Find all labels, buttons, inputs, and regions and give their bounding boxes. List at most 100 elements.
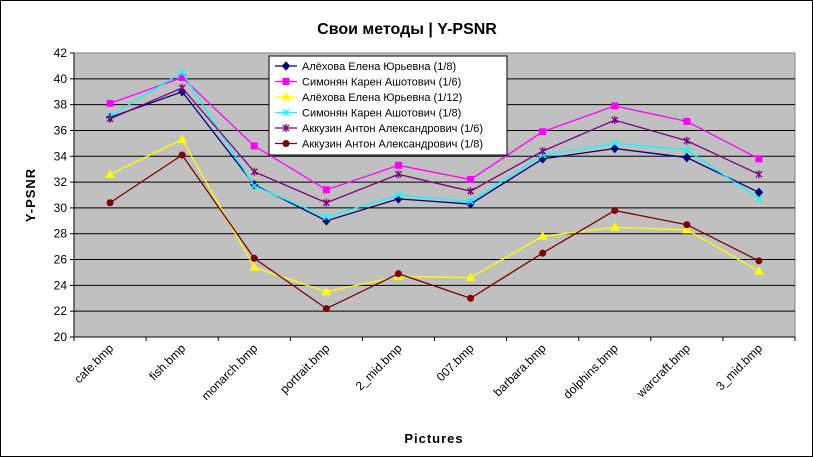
data-point [467,187,475,196]
y-tick-label: 28 [54,227,68,241]
data-point [394,161,402,169]
data-point [177,134,188,143]
data-point [282,140,290,147]
series-2 [106,74,763,194]
y-tick-label: 34 [54,149,68,163]
data-point [467,176,475,184]
data-point [322,305,330,313]
data-point [321,286,332,296]
y-axis-label: Y-PSNR [23,168,38,222]
legend-label: Симонян Карен Ашотович (1/6) [302,77,461,89]
data-point [467,197,475,205]
data-point [755,257,763,265]
data-point [394,170,402,179]
data-point [250,182,258,190]
legend-label: Аккузин Антон Александрович (1/6) [302,123,483,135]
data-point [683,146,691,154]
data-point [466,199,475,209]
data-point [106,199,114,207]
data-point [755,155,763,163]
y-tick-label: 30 [54,201,68,215]
x-tick-label: fish.bmp [146,341,188,383]
data-point [282,108,290,117]
x-tick-label: barbara.bmp [491,341,549,399]
data-point [282,78,290,85]
legend: Алёхова Елена Юрьевна (1/8) Симонян Карен… [268,55,508,156]
y-tick-label: 36 [54,123,68,137]
data-point [465,272,476,282]
data-point [539,128,547,136]
x-tick-label: 2_mid.bmp [353,341,405,393]
x-axis-label: Pictures [404,431,463,446]
data-point [539,147,547,156]
data-point [682,152,692,163]
data-point [250,254,258,262]
data-point [681,224,692,234]
legend-item: Аккузин Антон Александрович (1/8) [275,139,483,151]
data-point [610,143,619,154]
chart-title: Свои методы | Y-PSNR [317,21,497,38]
series-line [109,138,760,293]
y-tick-label: 32 [54,175,68,189]
data-point [178,68,186,76]
y-tick-label: 42 [54,46,68,60]
x-tick-label: warcraft.bmp [633,341,693,401]
data-point [755,195,763,203]
x-tick-label: cafe.bmp [71,341,116,386]
data-point [281,91,291,101]
legend-item: Симонян Карен Ашотович (1/6) [275,77,461,89]
data-point [178,83,186,92]
legend-box [268,55,508,156]
y-tick-label: 40 [54,72,68,86]
y-tick-label: 38 [54,98,68,112]
data-point [250,167,258,176]
data-point [281,61,291,71]
data-point [609,222,620,231]
data-point [394,191,402,199]
data-point [249,262,260,271]
y-tick-label: 20 [54,330,68,344]
legend-label: Аккузин Антон Александрович (1/8) [302,139,483,151]
series-3 [105,134,764,296]
data-point [106,99,114,107]
legend-label: Алёхова Елена Юрьевна (1/12) [302,92,462,104]
data-point [105,169,115,178]
x-axis-ticks: cafe.bmp fish.bmp monarch.bmp portrait.bmp 2… [71,337,796,403]
data-point [394,270,402,278]
data-point [611,206,619,214]
x-tick-label: 3_mid.bmp [713,341,765,393]
data-point [611,116,619,125]
y-axis-ticks: 20 22 24 26 28 30 32 34 36 38 40 42 [54,46,795,344]
legend-label: Симонян Карен Ашотович (1/8) [302,108,461,120]
y-tick-label: 22 [54,304,68,318]
data-point [322,213,330,221]
series-line [109,154,760,310]
x-tick-label: portrait.bmp [277,341,332,396]
series-5 [106,83,763,207]
data-point [537,231,548,240]
y-tick-label: 24 [54,278,68,292]
x-tick-label: 007.bmp [434,341,477,384]
series-6 [106,151,763,313]
data-point [683,136,691,145]
data-point [467,294,475,302]
data-point [282,124,290,132]
data-point [250,142,258,150]
y-tick-label: 26 [54,253,68,267]
data-point [611,102,619,110]
data-point [322,186,330,194]
series-line [109,76,760,191]
x-tick-label: monarch.bmp [199,341,261,403]
data-point [178,151,186,159]
data-point [755,170,763,179]
data-point [754,187,764,198]
data-point [611,139,619,147]
data-point [106,114,114,123]
series-line [109,87,760,204]
data-point [754,266,764,275]
data-point [539,249,547,257]
data-point [683,221,691,229]
legend-item: Алёхова Елена Юрьевна (1/8) [275,61,456,73]
